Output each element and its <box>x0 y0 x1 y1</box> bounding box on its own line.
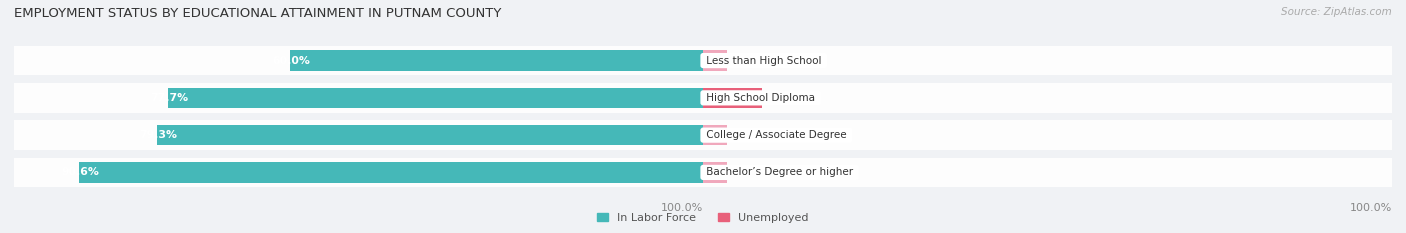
Bar <box>703 83 1392 113</box>
Text: Less than High School: Less than High School <box>703 56 825 65</box>
Text: 100.0%: 100.0% <box>1350 203 1392 213</box>
Text: 100.0%: 100.0% <box>661 203 703 213</box>
Bar <box>703 125 727 145</box>
Text: 60.0%: 60.0% <box>273 56 311 65</box>
Text: Bachelor’s Degree or higher: Bachelor’s Degree or higher <box>703 168 856 177</box>
Bar <box>14 46 703 75</box>
Bar <box>703 46 1392 75</box>
Text: 0.0%: 0.0% <box>738 130 768 140</box>
Bar <box>703 162 727 183</box>
Text: High School Diploma: High School Diploma <box>703 93 818 103</box>
Text: 77.7%: 77.7% <box>150 93 188 103</box>
Legend: In Labor Force, Unemployed: In Labor Force, Unemployed <box>593 209 813 227</box>
Bar <box>14 120 703 150</box>
Bar <box>703 158 1392 187</box>
Text: 0.0%: 0.0% <box>738 168 768 177</box>
Text: 0.0%: 0.0% <box>738 56 768 65</box>
Text: EMPLOYMENT STATUS BY EDUCATIONAL ATTAINMENT IN PUTNAM COUNTY: EMPLOYMENT STATUS BY EDUCATIONAL ATTAINM… <box>14 7 502 20</box>
Bar <box>703 120 1392 150</box>
Bar <box>290 50 703 71</box>
Text: Source: ZipAtlas.com: Source: ZipAtlas.com <box>1281 7 1392 17</box>
Bar <box>156 125 703 145</box>
Text: College / Associate Degree: College / Associate Degree <box>703 130 849 140</box>
Text: 90.6%: 90.6% <box>62 168 100 177</box>
Bar <box>703 88 762 108</box>
Bar <box>14 83 703 113</box>
Bar <box>79 162 703 183</box>
Text: 79.3%: 79.3% <box>139 130 177 140</box>
Bar <box>703 50 727 71</box>
Bar <box>14 158 703 187</box>
Bar <box>167 88 703 108</box>
Text: 12.2%: 12.2% <box>772 93 810 103</box>
